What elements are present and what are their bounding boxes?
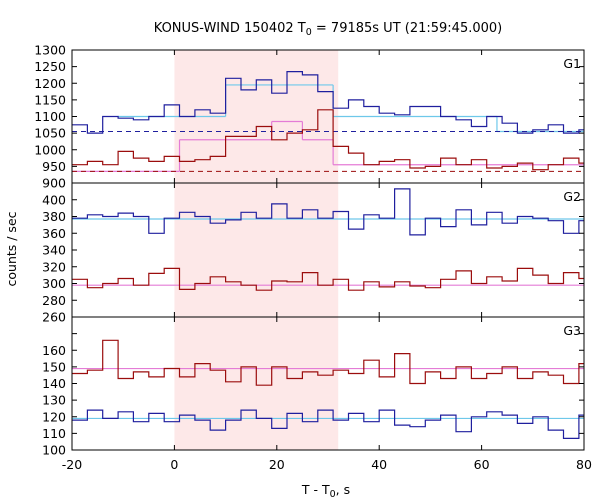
plot-area: 9009501000105011001150120012501300G12602…	[34, 43, 592, 473]
chart-title: KONUS-WIND 150402 T0 = 79185s UT (21:59:…	[154, 21, 503, 38]
panel-g1-y-tick-label: 1300	[34, 43, 66, 58]
panel-g2-series-red-step-line	[72, 267, 584, 291]
panel-g2-y-tick-label: 320	[42, 259, 66, 274]
panel-g3-y-tick-label: 150	[42, 359, 66, 374]
panel-g1-y-tick-label: 1100	[34, 109, 66, 124]
panel-g1-y-tick-label: 1200	[34, 76, 66, 91]
x-axis-title-main: T - T	[301, 482, 330, 497]
panel-g1-y-tick-label: 1250	[34, 59, 66, 74]
panel-g2-y-tick-label: 280	[42, 293, 66, 308]
panel-g2-y-tick-label: 300	[42, 276, 66, 291]
panel-g3-series-red-step-line	[72, 339, 584, 386]
panel-g2-label: G2	[563, 189, 581, 204]
panel-g1-y-tick-label: 1150	[34, 92, 66, 107]
panel-g2-y-tick-label: 340	[42, 243, 66, 258]
x-axis-title-rest: , s	[336, 482, 350, 497]
x-tick-label: -20	[62, 457, 82, 472]
panel-g2-y-tick-label: 360	[42, 226, 66, 241]
panel-g1-series-red-step-line	[72, 109, 584, 171]
x-axis-title: T - T0, s	[301, 482, 350, 500]
panel-g3-label: G3	[563, 323, 581, 338]
x-tick-label: 80	[576, 457, 592, 472]
x-axis-title-subscript: 0	[330, 489, 336, 500]
chart-title-rest: = 79185s UT (21:59:45.000)	[312, 21, 502, 36]
panel-g3-y-tick-label: 110	[42, 426, 66, 441]
panel-g3-y-tick-label: 130	[42, 393, 66, 408]
panel-g3-series-blue-step-line	[72, 409, 584, 439]
panel-g1-label: G1	[563, 56, 581, 71]
panel-g1-y-tick-label: 1050	[34, 126, 66, 141]
panel-g1-y-tick-label: 950	[42, 159, 66, 174]
panel-g3-y-tick-label: 100	[42, 443, 66, 458]
x-tick-label: 40	[371, 457, 387, 472]
panel-g2-y-tick-label: 380	[42, 209, 66, 224]
panel-g3-y-tick-label: 140	[42, 376, 66, 391]
chart-title-main: KONUS-WIND 150402 T	[154, 21, 306, 36]
x-tick-label: 0	[170, 457, 178, 472]
panel-g1-series-blue-step-line	[72, 71, 584, 134]
panel-g3-y-tick-label: 160	[42, 343, 66, 358]
panel-g3-y-tick-label: 120	[42, 409, 66, 424]
x-tick-label: 20	[269, 457, 285, 472]
x-tick-label: 60	[474, 457, 490, 472]
y-axis-title: counts / sec	[4, 211, 19, 286]
panel-g1-y-tick-label: 1000	[34, 142, 66, 157]
chart-title-subscript: 0	[306, 27, 312, 38]
panel-g1-y-tick-label: 900	[42, 176, 66, 191]
panel-g2-y-tick-label: 260	[42, 310, 66, 325]
panel-g2-y-tick-label: 400	[42, 192, 66, 207]
panel-g2-series-blue-step-line	[72, 188, 584, 236]
